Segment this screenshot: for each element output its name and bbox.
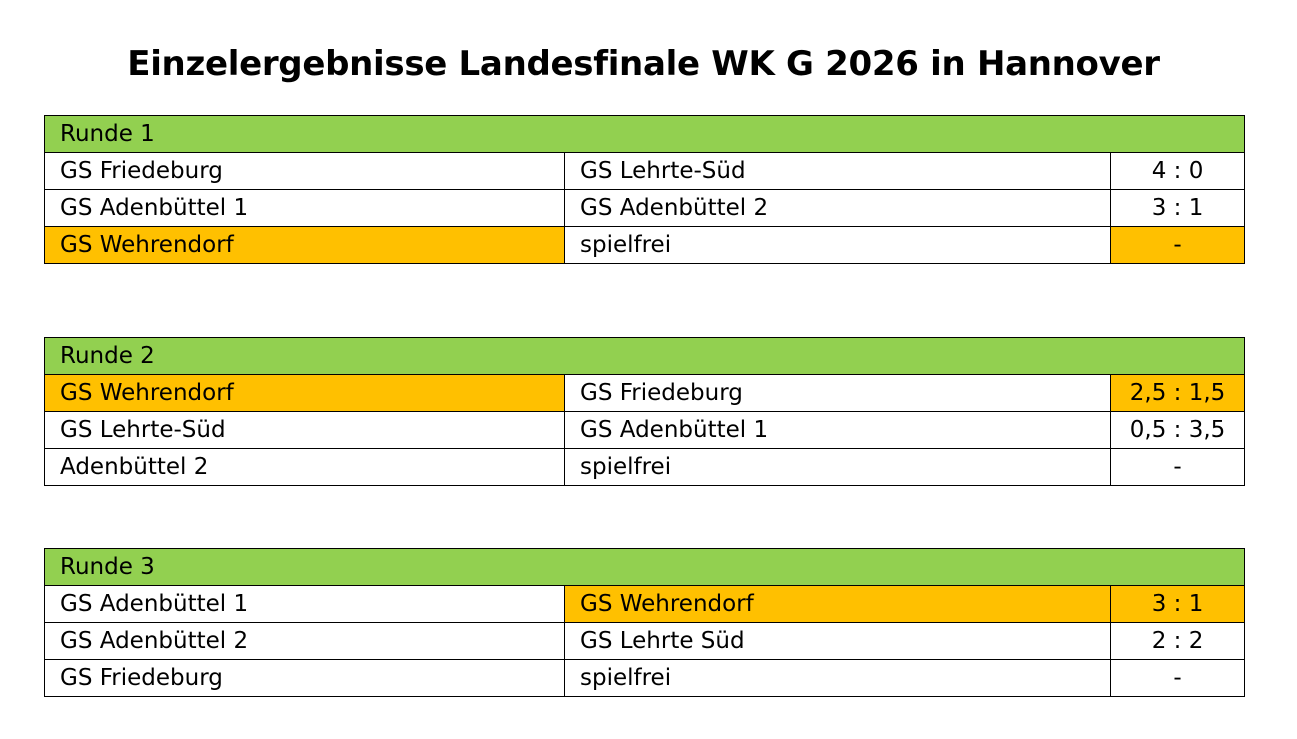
team-b: GS Adenbüttel 1 [564, 411, 1111, 449]
match-score: 0,5 : 3,5 [1109, 411, 1246, 449]
match-score: 3 : 1 [1109, 189, 1246, 227]
match-row: GS Adenbüttel 2 GS Lehrte Süd 2 : 2 [44, 622, 1246, 660]
round-header: Runde 2 [43, 337, 1246, 375]
match-row: GS Wehrendorf spielfrei - [44, 226, 1246, 264]
team-a: GS Lehrte-Süd [44, 411, 565, 449]
match-row: GS Friedeburg GS Lehrte-Süd 4 : 0 [44, 152, 1246, 190]
team-b: GS Lehrte-Süd [564, 152, 1111, 190]
round-3-table: Runde 3 GS Adenbüttel 1 GS Wehrendorf 3 … [43, 548, 1246, 697]
team-b: spielfrei [564, 448, 1111, 486]
team-b: GS Wehrendorf [564, 585, 1111, 623]
match-score: 2,5 : 1,5 [1109, 374, 1246, 412]
team-b: GS Friedeburg [564, 374, 1111, 412]
match-row: GS Adenbüttel 1 GS Wehrendorf 3 : 1 [44, 585, 1246, 623]
match-score: 3 : 1 [1109, 585, 1246, 623]
team-a: Adenbüttel 2 [44, 448, 565, 486]
match-row: GS Lehrte-Süd GS Adenbüttel 1 0,5 : 3,5 [44, 411, 1246, 449]
team-b: GS Adenbüttel 2 [564, 189, 1111, 227]
round-header: Runde 3 [43, 548, 1246, 586]
round-label: Runde 2 [43, 337, 1246, 375]
match-row: GS Friedeburg spielfrei - [44, 659, 1246, 697]
team-b: spielfrei [564, 659, 1111, 697]
match-score: - [1109, 659, 1246, 697]
match-score: - [1109, 448, 1246, 486]
team-a: GS Wehrendorf [44, 374, 565, 412]
team-b: spielfrei [564, 226, 1111, 264]
round-label: Runde 1 [43, 115, 1246, 153]
match-score: 4 : 0 [1109, 152, 1246, 190]
round-2-table: Runde 2 GS Wehrendorf GS Friedeburg 2,5 … [43, 337, 1246, 486]
match-row: Adenbüttel 2 spielfrei - [44, 448, 1246, 486]
round-header: Runde 1 [43, 115, 1246, 153]
team-a: GS Friedeburg [44, 152, 565, 190]
match-score: 2 : 2 [1109, 622, 1246, 660]
match-score: - [1109, 226, 1246, 264]
round-1-table: Runde 1 GS Friedeburg GS Lehrte-Süd 4 : … [43, 115, 1246, 264]
match-row: GS Adenbüttel 1 GS Adenbüttel 2 3 : 1 [44, 189, 1246, 227]
round-label: Runde 3 [43, 548, 1246, 586]
match-row: GS Wehrendorf GS Friedeburg 2,5 : 1,5 [44, 374, 1246, 412]
team-a: GS Wehrendorf [44, 226, 565, 264]
team-a: GS Adenbüttel 1 [44, 189, 565, 227]
team-a: GS Friedeburg [44, 659, 565, 697]
page-title: Einzelergebnisse Landesfinale WK G 2026 … [127, 44, 1160, 84]
team-a: GS Adenbüttel 1 [44, 585, 565, 623]
team-a: GS Adenbüttel 2 [44, 622, 565, 660]
team-b: GS Lehrte Süd [564, 622, 1111, 660]
